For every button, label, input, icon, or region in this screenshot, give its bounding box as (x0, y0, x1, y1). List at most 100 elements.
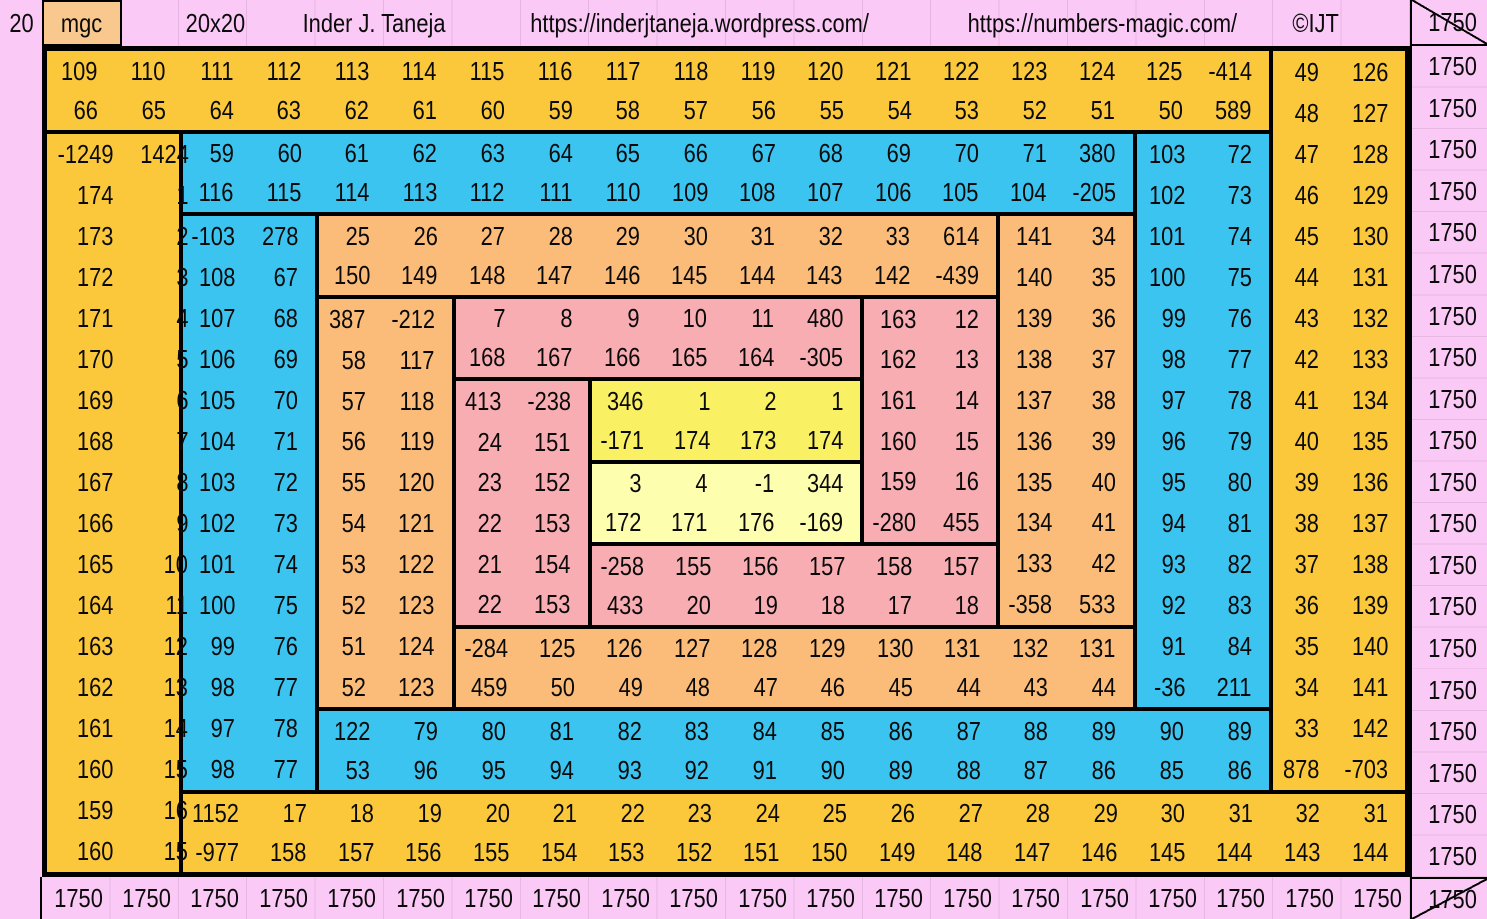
grid-cell[interactable]: 112 (266, 55, 302, 86)
grid-cell[interactable]: 147 (1013, 837, 1051, 868)
grid-cell[interactable]: 131 (944, 633, 981, 664)
grid-cell[interactable]: 62 (412, 138, 438, 169)
grid-cell[interactable]: 86 (1091, 754, 1117, 785)
grid-cell[interactable]: 109 (671, 177, 708, 208)
grid-cell[interactable]: 174 (673, 424, 711, 455)
grid-cell[interactable]: 25 (823, 798, 848, 829)
grid-cell[interactable]: 71 (1022, 138, 1047, 169)
grid-cell[interactable]: 36 (1091, 303, 1116, 334)
grid-cell[interactable]: 133 (1015, 548, 1053, 579)
grid-cell[interactable]: 1424 (139, 139, 189, 169)
grid-cell[interactable]: 148 (946, 837, 983, 868)
grid-cell[interactable]: 160 (879, 425, 917, 456)
grid-cell[interactable]: 47 (1294, 138, 1319, 169)
grid-cell[interactable]: 146 (1081, 837, 1118, 868)
grid-cell[interactable]: 142 (873, 259, 911, 290)
grid-cell[interactable]: 2 (176, 221, 189, 252)
grid-cell[interactable]: 45 (1294, 220, 1319, 251)
grid-cell[interactable]: 148 (468, 259, 506, 290)
row-total-cell[interactable]: 1750 (1428, 674, 1477, 705)
grid-cell[interactable]: 83 (1227, 589, 1252, 620)
grid-cell[interactable]: 114 (402, 55, 437, 86)
grid-cell[interactable]: 163 (77, 631, 114, 662)
grid-cell[interactable]: 344 (806, 468, 844, 499)
grid-cell[interactable]: 83 (684, 715, 710, 746)
grid-cell[interactable]: 143 (806, 259, 843, 290)
grid-cell[interactable]: 346 (607, 385, 644, 416)
grid-cell[interactable]: 91 (1161, 630, 1186, 661)
grid-cell[interactable]: 22 (477, 589, 502, 620)
grid-cell[interactable]: 20 (485, 798, 510, 829)
grid-cell[interactable]: 136 (1351, 466, 1388, 497)
grid-cell[interactable]: 100 (1149, 261, 1186, 292)
grid-cell[interactable]: 127 (1351, 97, 1388, 128)
row-total-cell[interactable]: 1750 (1428, 300, 1477, 331)
grid-cell[interactable]: 125 (538, 633, 576, 664)
row-total-cell[interactable]: 1750 (1428, 591, 1477, 622)
grid-cell[interactable]: 77 (274, 672, 299, 703)
grid-cell[interactable]: 173 (740, 424, 777, 455)
grid-cell[interactable]: 98 (210, 754, 236, 785)
grid-cell[interactable]: 16 (164, 795, 189, 826)
grid-cell[interactable]: 85 (820, 715, 845, 746)
grid-cell[interactable]: 433 (607, 589, 644, 620)
col-total-cell[interactable]: 1750 (1285, 882, 1334, 913)
grid-cell[interactable]: 123 (398, 671, 435, 702)
col-total-cell[interactable]: 1750 (190, 882, 240, 913)
grid-cell[interactable]: 49 (1294, 56, 1319, 87)
grid-cell[interactable]: 614 (942, 220, 980, 251)
grid-cell[interactable]: 103 (198, 467, 236, 498)
row-total-cell[interactable]: 1750 (1428, 259, 1477, 290)
grid-cell[interactable]: 4 (695, 468, 708, 499)
grid-cell[interactable]: 56 (341, 426, 366, 457)
grid-cell[interactable]: 84 (752, 715, 778, 746)
grid-cell[interactable]: 38 (1091, 384, 1116, 415)
grid-cell[interactable]: 106 (874, 177, 912, 208)
grid-cell[interactable]: 31 (1228, 798, 1253, 829)
grid-cell[interactable]: 95 (1161, 466, 1186, 497)
numbers-magic-url-link[interactable]: https://numbers-magic.com/ (967, 7, 1237, 38)
grid-cell[interactable]: 157 (337, 837, 375, 868)
grid-cell[interactable]: 42 (1294, 343, 1319, 374)
grid-cell[interactable]: 92 (1161, 589, 1186, 620)
col-total-cell[interactable]: 1750 (943, 882, 992, 913)
grid-cell[interactable]: 68 (274, 303, 299, 334)
grid-cell[interactable]: -305 (799, 342, 844, 373)
grid-cell[interactable]: 151 (743, 837, 780, 868)
grid-cell[interactable]: 160 (77, 836, 114, 867)
grid-cell[interactable]: 127 (673, 633, 711, 664)
grid-cell[interactable]: 76 (1227, 302, 1252, 333)
grid-cell[interactable]: 13 (955, 344, 980, 375)
grid-cell[interactable]: 21 (477, 548, 502, 579)
grid-cell[interactable]: 167 (536, 342, 573, 373)
grid-cell[interactable]: 54 (887, 94, 912, 125)
grid-cell[interactable]: 87 (1024, 754, 1049, 785)
grid-cell[interactable]: 69 (886, 138, 912, 169)
grid-cell[interactable]: -703 (1344, 753, 1388, 784)
grid-cell[interactable]: 35 (1091, 262, 1116, 293)
col-total-cell[interactable]: 1750 (532, 882, 582, 913)
grid-cell[interactable]: 15 (955, 425, 980, 456)
grid-cell[interactable]: 167 (77, 467, 114, 498)
grid-cell[interactable]: 3 (176, 262, 189, 293)
grid-cell[interactable]: 6 (176, 385, 189, 416)
row-total-cell[interactable]: 1750 (1428, 134, 1477, 165)
grid-cell[interactable]: 169 (77, 385, 114, 416)
grid-cell[interactable]: 82 (1227, 548, 1252, 579)
grid-cell[interactable]: 70 (954, 138, 979, 169)
col-total-cell[interactable]: 1750 (874, 882, 924, 913)
grid-cell[interactable]: 58 (615, 94, 641, 125)
grid-cell[interactable]: 46 (1294, 179, 1319, 210)
grid-cell[interactable]: 105 (942, 177, 979, 208)
row-total-cell[interactable]: 1750 (1428, 757, 1477, 788)
grid-cell[interactable]: 137 (1015, 384, 1053, 415)
grid-cell[interactable]: 116 (199, 177, 234, 208)
grid-cell[interactable]: 109 (61, 55, 98, 86)
grid-cell[interactable]: 113 (334, 55, 370, 86)
grid-cell[interactable]: 60 (480, 94, 505, 125)
mgc-badge[interactable]: mgc (42, 0, 122, 46)
grid-cell[interactable]: 52 (341, 671, 366, 702)
grid-cell[interactable]: 102 (1149, 179, 1186, 210)
grid-cell[interactable]: 91 (752, 754, 778, 785)
grid-cell[interactable]: 147 (536, 259, 573, 290)
